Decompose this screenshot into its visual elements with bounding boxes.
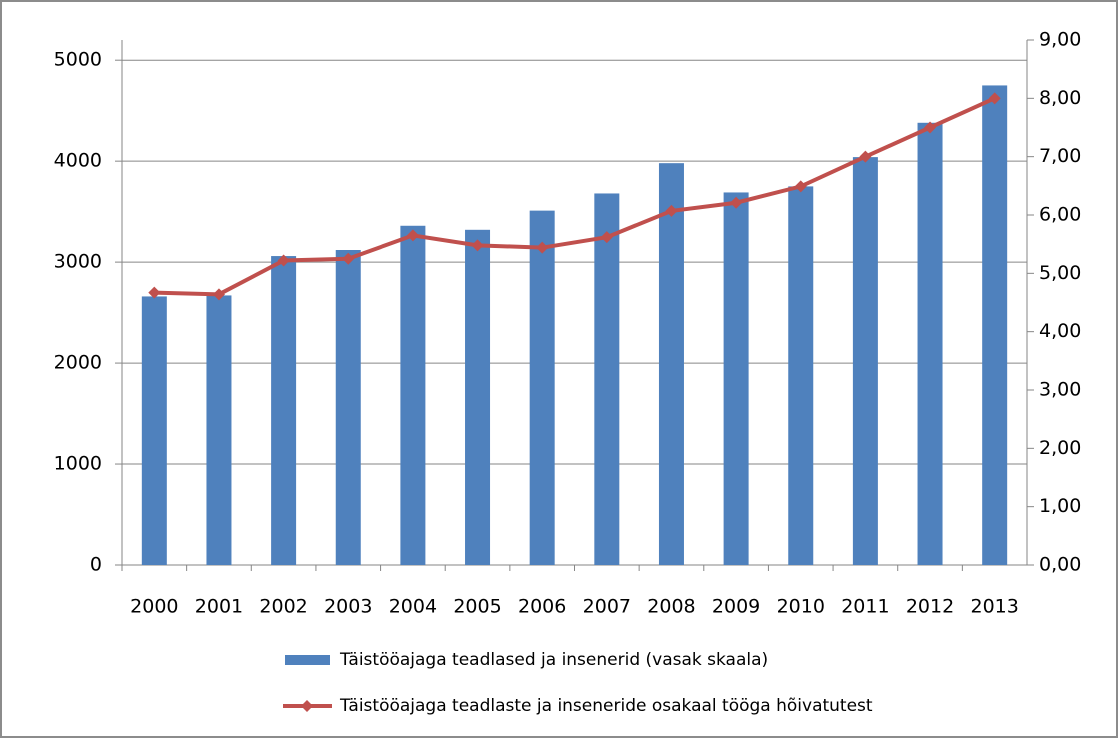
line [154, 96, 996, 297]
legend-swatch [285, 655, 330, 665]
x-tick-label: 2003 [324, 596, 372, 618]
y-tick-label: 3000 [54, 251, 102, 273]
bar [529, 210, 555, 565]
bar [982, 85, 1008, 566]
line-marker [794, 180, 807, 193]
x-tick-label: 2009 [712, 596, 760, 618]
bar [788, 186, 814, 565]
x-tick-label: 2011 [841, 596, 889, 618]
x-tick-label: 2007 [583, 596, 631, 618]
y-tick-label: 2000 [54, 352, 102, 374]
x-tick-label: 2004 [389, 596, 437, 618]
y2-tick-label: 1,00 [1039, 495, 1081, 517]
y2-tick-label: 4,00 [1039, 320, 1081, 342]
line-marker [277, 254, 290, 267]
bar [852, 157, 878, 565]
legend-marker [301, 700, 313, 712]
y2-tick-label: 9,00 [1039, 29, 1081, 51]
x-tick-label: 2000 [130, 596, 178, 618]
line-marker [600, 231, 613, 244]
legend-label: Täistööajaga teadlaste ja inseneride osa… [339, 696, 873, 716]
x-tick-label: 2008 [647, 596, 695, 618]
y2-tick-label: 7,00 [1039, 145, 1081, 167]
y-tick-label: 5000 [54, 49, 102, 71]
x-tick-label: 2001 [195, 596, 243, 618]
x-tick-label: 2013 [970, 596, 1018, 618]
y2-tick-label: 5,00 [1039, 262, 1081, 284]
bar [917, 122, 943, 566]
bar [594, 193, 620, 565]
bar [465, 229, 491, 566]
bar [723, 192, 749, 566]
line-marker [924, 121, 937, 134]
y2-tick-label: 2,00 [1039, 437, 1081, 459]
x-tick-label: 2010 [777, 596, 825, 618]
bar [271, 256, 297, 565]
bar [658, 163, 684, 565]
line-marker [536, 241, 549, 254]
x-tick-label: 2005 [453, 596, 501, 618]
bar [335, 250, 361, 565]
y2-tick-label: 8,00 [1039, 87, 1081, 109]
line-marker [212, 288, 225, 301]
line-marker [988, 92, 1001, 105]
line-marker [342, 252, 355, 265]
y-tick-label: 4000 [54, 150, 102, 172]
line-marker [148, 286, 161, 299]
legend-label: Täistööajaga teadlased ja insenerid (vas… [339, 650, 768, 670]
line-marker [471, 239, 484, 252]
bar [400, 225, 426, 565]
line-marker [730, 196, 743, 209]
y-tick-label: 1000 [54, 453, 102, 475]
bar [141, 296, 167, 565]
y2-tick-label: 0,00 [1039, 554, 1081, 576]
x-tick-label: 2002 [259, 596, 307, 618]
line-marker [665, 204, 678, 217]
x-tick-label: 2006 [518, 596, 566, 618]
x-tick-label: 2012 [906, 596, 954, 618]
y2-tick-label: 6,00 [1039, 204, 1081, 226]
line-marker [859, 150, 872, 163]
y2-tick-label: 3,00 [1039, 379, 1081, 401]
y-tick-label: 0 [90, 554, 102, 576]
bar [206, 295, 232, 565]
line-marker [406, 229, 419, 242]
